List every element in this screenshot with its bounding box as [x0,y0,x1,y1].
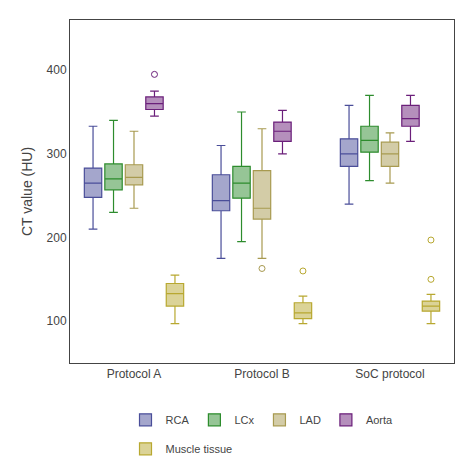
svg-text:Protocol A: Protocol A [107,367,162,381]
svg-text:Aorta: Aorta [366,414,393,426]
svg-text:LCx: LCx [234,414,254,426]
svg-text:SoC protocol: SoC protocol [355,367,424,381]
svg-text:200: 200 [47,231,67,245]
svg-text:RCA: RCA [166,414,190,426]
svg-text:100: 100 [47,314,67,328]
svg-text:Muscle tissue: Muscle tissue [166,443,233,455]
svg-text:CT value (HU): CT value (HU) [19,147,35,236]
svg-text:400: 400 [47,63,67,77]
svg-text:LAD: LAD [299,414,320,426]
svg-text:Protocol B: Protocol B [234,367,289,381]
svg-text:300: 300 [47,147,67,161]
